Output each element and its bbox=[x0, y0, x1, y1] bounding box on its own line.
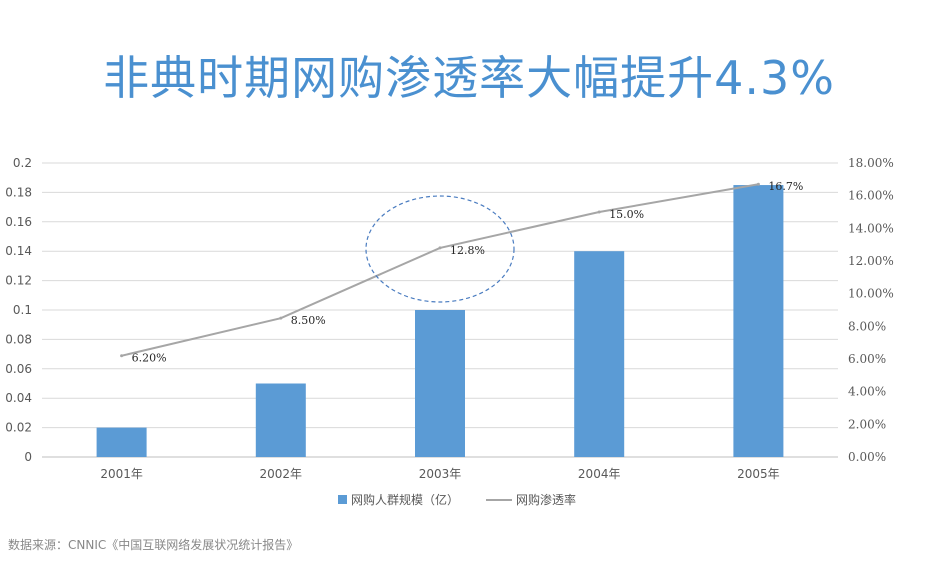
highlight-ellipse bbox=[365, 195, 515, 303]
left-tick-label: 0.06 bbox=[5, 362, 32, 376]
right-tick-label: 10.00% bbox=[848, 287, 894, 301]
bar bbox=[255, 383, 306, 457]
left-tick-label: 0.02 bbox=[5, 421, 32, 435]
line-data-label: 6.20% bbox=[132, 352, 167, 365]
bar bbox=[96, 427, 147, 457]
line-data-label: 16.7% bbox=[768, 180, 803, 193]
combo-chart: 00.020.040.060.080.10.120.140.160.180.2 … bbox=[5, 156, 894, 507]
line-data-label: 12.8% bbox=[450, 244, 485, 257]
right-tick-label: 18.00% bbox=[848, 156, 894, 170]
left-tick-label: 0.08 bbox=[5, 332, 32, 346]
bar bbox=[415, 310, 465, 457]
legend: 网购人群规模（亿） 网购渗透率 bbox=[338, 492, 576, 507]
source-note: 数据来源：CNNIC《中国互联网络发展状况统计报告》 bbox=[8, 538, 299, 552]
right-tick-label: 4.00% bbox=[848, 385, 886, 399]
line-point bbox=[597, 210, 601, 214]
left-tick-label: 0.2 bbox=[13, 156, 32, 170]
left-tick-label: 0.18 bbox=[5, 185, 32, 199]
left-tick-label: 0.1 bbox=[13, 303, 32, 317]
right-tick-label: 2.00% bbox=[848, 417, 886, 431]
x-tick-label: 2005年 bbox=[737, 467, 780, 481]
left-tick-label: 0.04 bbox=[5, 391, 32, 405]
data-labels: 6.20% 8.50% 12.8% 15.0% 16.7% bbox=[132, 180, 804, 365]
line-point bbox=[120, 354, 124, 358]
line-point bbox=[279, 316, 283, 320]
x-axis: 2001年 2002年 2003年 2004年 2005年 bbox=[100, 467, 779, 481]
left-tick-label: 0.14 bbox=[5, 244, 32, 258]
left-axis: 0 0.02 0.04 0.06 0.08 0.1 0.12 0.14 0.16 0.18 0.2 bbox=[5, 156, 32, 464]
x-tick-label: 2002年 bbox=[260, 467, 303, 481]
legend-bar-swatch bbox=[338, 495, 347, 504]
x-tick-label: 2003年 bbox=[419, 467, 462, 481]
right-tick-label: 16.00% bbox=[848, 189, 894, 203]
annotation bbox=[365, 195, 515, 303]
bar bbox=[574, 251, 625, 457]
left-tick-label: 0 bbox=[24, 450, 32, 464]
right-tick-label: 12.00% bbox=[848, 254, 894, 268]
bar bbox=[733, 185, 784, 458]
page-title: 非典时期网购渗透率大幅提升4.3% bbox=[103, 51, 835, 105]
x-tick-label: 2001年 bbox=[100, 467, 143, 481]
right-tick-label: 6.00% bbox=[848, 352, 886, 366]
bar-series bbox=[96, 185, 784, 458]
right-tick-label: 8.00% bbox=[848, 319, 886, 333]
line-data-label: 8.50% bbox=[291, 314, 326, 327]
legend-line-label: 网购渗透率 bbox=[516, 492, 576, 507]
line-point bbox=[756, 182, 760, 186]
legend-bar-label: 网购人群规模（亿） bbox=[351, 492, 459, 507]
right-tick-label: 0.00% bbox=[848, 450, 886, 464]
x-tick-label: 2004年 bbox=[578, 467, 621, 481]
line-data-label: 15.0% bbox=[609, 208, 644, 221]
left-tick-label: 0.16 bbox=[5, 215, 32, 229]
left-tick-label: 0.12 bbox=[5, 274, 32, 288]
right-axis: 0.00% 2.00% 4.00% 6.00% 8.00% 10.00% 12.00% 14.… bbox=[848, 156, 894, 464]
right-tick-label: 14.00% bbox=[848, 221, 894, 235]
line-point bbox=[438, 246, 442, 250]
line-series bbox=[120, 182, 760, 358]
